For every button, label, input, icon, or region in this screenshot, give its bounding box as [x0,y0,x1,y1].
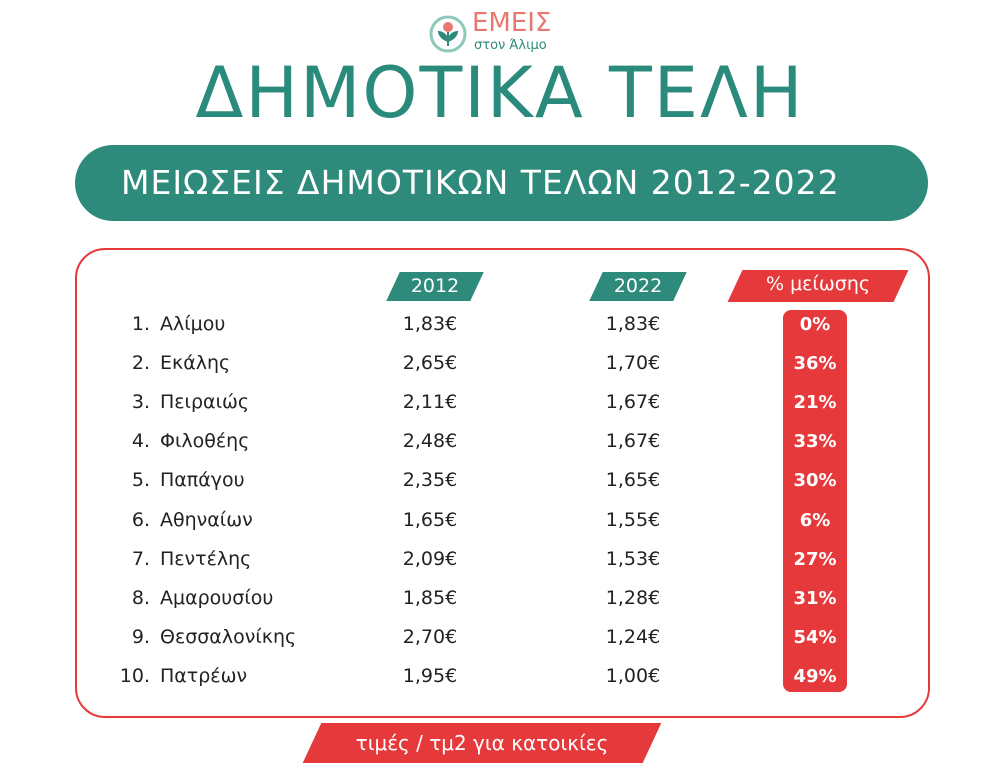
row-rank: 2. [131,352,150,375]
logo-name: ΕΜΕΙΣ [472,8,552,38]
row-rank: 3. [131,391,150,414]
subtitle: ΜΕΙΩΣΕΙΣ ΔΗΜΟΤΙΚΩΝ ΤΕΛΩΝ 2012-2022 [121,163,840,202]
row-name: Αλίμου [160,313,226,335]
reduction: 21% [793,392,837,414]
percent-column [783,310,847,692]
row-rank: 10. [119,664,150,687]
value-2022: 1,83€ [605,313,661,335]
value-2012: 2,09€ [402,547,458,570]
row-name: Παπάγου [160,469,245,492]
value-2022: 1,24€ [605,625,661,648]
value-2022: 1,67€ [605,391,661,414]
value-2022: 1,28€ [605,586,661,609]
row-rank: 6. [131,508,150,531]
footer-note: τιμές / τμ2 για κατοικίες [355,731,609,755]
column-label: 2022 [613,275,663,297]
value-2012: 1,95€ [402,664,458,687]
column-label: % μείωσης [765,273,871,295]
reduction: 33% [793,431,837,453]
footer-banner: τιμές / τμ2 για κατοικίες [302,723,662,763]
value-2012: 1,83€ [402,313,458,335]
row-name: Εκάλης [160,352,231,375]
reduction: 27% [793,548,837,570]
value-2012: 2,65€ [402,352,458,375]
table-frame [75,248,930,718]
column-header: 2022 [589,272,687,301]
reduction: 0% [799,314,831,335]
reduction: 31% [793,587,837,609]
row-rank: 9. [131,625,150,648]
row-rank: 5. [131,469,150,492]
value-2012: 2,70€ [402,625,458,648]
row-rank: 1. [131,313,150,335]
subtitle-banner: ΜΕΙΩΣΕΙΣ ΔΗΜΟΤΙΚΩΝ ΤΕΛΩΝ 2012-2022 [75,145,928,221]
value-2022: 1,53€ [605,547,661,570]
value-2022: 1,67€ [605,430,661,453]
column-label: 2012 [410,275,460,297]
row-name: Πειραιώς [160,391,250,414]
logo-icon [429,15,467,53]
row-name: Φιλοθέης [160,430,250,453]
value-2022: 1,00€ [605,664,661,687]
value-2022: 1,55€ [605,508,661,531]
row-name: Πατρέων [160,664,248,687]
value-2012: 1,65€ [402,508,458,531]
reduction: 54% [793,626,837,648]
reduction: 49% [793,665,837,687]
reduction: 6% [799,509,831,531]
row-rank: 8. [131,586,150,609]
logo-tagline: στον Άλιμο [474,38,547,53]
value-2022: 1,65€ [605,469,661,492]
value-2022: 1,70€ [605,352,661,375]
row-rank: 4. [131,430,150,453]
reduction: 36% [793,353,837,375]
value-2012: 2,35€ [402,469,458,492]
value-2012: 2,48€ [402,430,458,453]
value-2012: 1,85€ [402,586,458,609]
row-rank: 7. [131,547,150,570]
value-2012: 2,11€ [402,391,458,414]
reduction: 30% [793,470,837,492]
column-header: 2012 [386,272,484,301]
title: ΔΗΜΟΤΙΚΑ ΤΕΛΗ [195,52,805,134]
row-name: Θεσσαλονίκης [160,625,297,648]
row-name: Πεντέλης [160,547,252,570]
column-header: % μείωσης [727,270,909,302]
row-name: Αθηναίων [160,508,253,531]
row-name: Αμαρουσίου [160,586,274,609]
